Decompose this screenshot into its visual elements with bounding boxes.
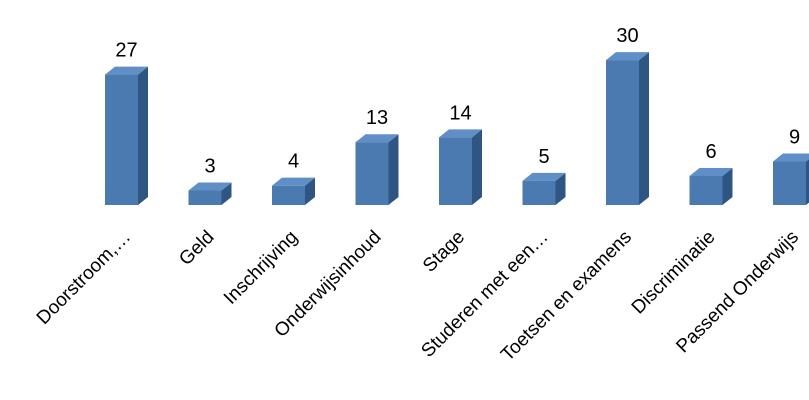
bar <box>606 52 649 205</box>
bar-front-face <box>689 176 723 205</box>
bar-front-face <box>439 137 472 205</box>
bar-side-face <box>806 159 809 205</box>
bar <box>355 134 399 205</box>
data-labels-group: 27 3 4 13 14 5 30 6 9 <box>115 25 800 177</box>
data-label: 27 <box>115 40 137 62</box>
bar-side-face <box>472 129 482 205</box>
data-label: 5 <box>538 146 549 168</box>
bar-top-face <box>355 134 399 143</box>
category-label: Discriminatie <box>628 227 720 319</box>
data-label: 9 <box>789 127 800 149</box>
bars-group <box>105 52 809 205</box>
bar-side-face <box>221 182 232 205</box>
category-label: Doorstroom,… <box>33 227 135 329</box>
data-label: 14 <box>449 102 471 124</box>
category-label: Stage <box>419 227 469 277</box>
bar-front-face <box>522 180 556 205</box>
bar-top-face <box>188 182 232 191</box>
bar <box>439 129 482 205</box>
data-label: 13 <box>366 107 388 129</box>
bar <box>188 182 232 205</box>
bar-top-face <box>105 66 148 75</box>
bar <box>689 168 733 205</box>
category-labels-group: Doorstroom,… Geld InschrijvingOnderwijsinh… <box>33 227 803 366</box>
category-label: Inschrijving <box>220 227 302 309</box>
bar-front-face <box>355 142 389 205</box>
bar-top-face <box>439 129 482 138</box>
bar-top-face <box>773 153 809 162</box>
bar-front-face <box>188 190 222 205</box>
data-label: 3 <box>204 156 215 178</box>
bar-side-face <box>555 172 566 205</box>
data-label: 6 <box>705 141 716 163</box>
bar-front-face <box>105 74 138 205</box>
bar-top-face <box>689 168 733 177</box>
bar-top-face <box>272 177 315 186</box>
bar <box>522 172 566 205</box>
bar-side-face <box>639 52 649 205</box>
bar-side-face <box>305 177 315 205</box>
category-label: Geld <box>175 227 218 270</box>
bar-front-face <box>773 161 806 205</box>
bar-top-face <box>606 52 649 61</box>
bar <box>773 153 809 205</box>
bar-front-face <box>272 185 305 205</box>
bar-front-face <box>606 60 639 205</box>
data-label: 4 <box>288 151 299 173</box>
bar-side-face <box>388 134 399 205</box>
bar <box>105 66 148 205</box>
bar-top-face <box>522 172 566 181</box>
bar-side-face <box>722 168 733 205</box>
bar-side-face <box>138 66 148 205</box>
data-label: 30 <box>616 25 638 47</box>
bar <box>272 177 315 205</box>
